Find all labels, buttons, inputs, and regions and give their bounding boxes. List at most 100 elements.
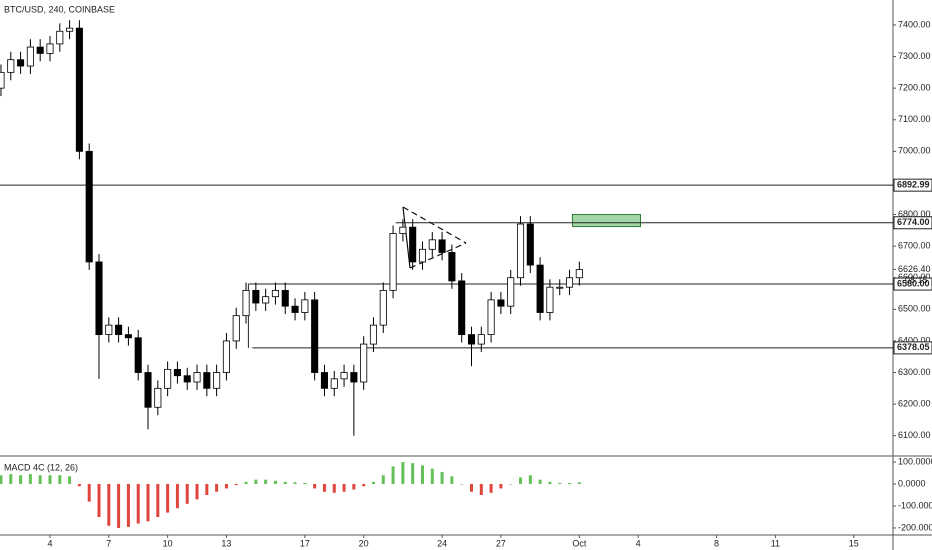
candle-body (467, 334, 476, 345)
y-tick-label: 6200.00 (898, 399, 931, 409)
x-tick-label: 11 (771, 538, 780, 548)
candle-body (183, 375, 191, 383)
macd-bar (430, 468, 434, 485)
macd-bar (185, 484, 189, 504)
macd-bar (19, 475, 23, 485)
level-label-box (893, 277, 932, 291)
macd-bar (381, 475, 385, 485)
candle-body (105, 324, 113, 336)
macd-bar (136, 484, 140, 524)
y-tick-label: 6700.00 (898, 241, 931, 251)
macd-bar (48, 475, 52, 485)
level-label: 6774.00 (897, 217, 930, 227)
countdown-label: 08:15 (905, 275, 928, 285)
y-tick-label: 7200.00 (898, 83, 931, 93)
x-tick-label: 10 (163, 538, 173, 548)
x-tick-label: 4 (636, 538, 641, 548)
candle-body (203, 372, 211, 389)
level-label: 6580.00 (897, 278, 930, 288)
macd-bar (401, 462, 405, 485)
macd-bar (489, 484, 493, 493)
y-tick-label: -200.0000 (898, 522, 932, 532)
x-tick-label: 13 (221, 538, 231, 548)
candle-body (379, 289, 387, 326)
candle-body (242, 289, 250, 317)
candle-body (7, 59, 15, 73)
macd-bar (313, 484, 317, 489)
level-label-box (893, 341, 932, 355)
macd-bar (195, 484, 199, 500)
macd-bar (293, 482, 297, 485)
macd-bar (117, 484, 121, 528)
candle-body (399, 226, 407, 234)
candle-body (565, 277, 574, 288)
macd-bar (234, 484, 238, 486)
y-tick-label: 6600.00 (898, 272, 931, 282)
macd-bar (519, 477, 523, 485)
candle-body (85, 150, 93, 263)
candle-body (448, 252, 456, 282)
candle-body (428, 239, 436, 250)
y-tick-label: 6100.00 (898, 430, 931, 440)
macd-bar (391, 466, 395, 485)
candle-body (477, 334, 485, 345)
candle-body (144, 372, 152, 408)
candle-body (360, 343, 368, 383)
macd-bar (0, 475, 3, 485)
macd-bar (97, 484, 101, 517)
macd-bar (440, 471, 444, 485)
y-tick-label: 6800.00 (898, 209, 931, 219)
candle-body (320, 372, 328, 389)
x-tick-label: Oct (572, 538, 587, 548)
candle-body (556, 286, 564, 289)
macd-bar (450, 476, 454, 485)
macd-bar (362, 484, 366, 487)
candle-body (487, 299, 495, 336)
candle-body (232, 315, 240, 342)
candle-body (418, 248, 427, 263)
candle-body (95, 261, 103, 336)
candle-body (115, 324, 123, 336)
macd-bar (28, 474, 32, 485)
macd-bar (126, 484, 130, 527)
macd-bar (264, 479, 268, 485)
candle-body (516, 223, 525, 279)
macd-bar (322, 484, 326, 492)
candle-body (36, 46, 44, 54)
candle-body (0, 71, 5, 89)
macd-bar (77, 484, 81, 487)
macd-title: MACD 4C (12, 26) (4, 462, 78, 472)
candle-body (311, 299, 319, 373)
macd-bar (420, 465, 424, 485)
level-label-box (893, 178, 932, 192)
macd-bar (156, 484, 160, 517)
candle-body (271, 289, 279, 298)
candle-body (262, 296, 270, 304)
x-tick-label: 24 (437, 538, 447, 548)
candle-body (438, 239, 446, 253)
macd-bar (548, 481, 552, 485)
macd-bar (107, 484, 111, 526)
y-tick-label: 100.0000 (898, 456, 932, 466)
macd-bar (254, 479, 258, 485)
candle-body (301, 299, 309, 313)
candle-body (252, 289, 260, 304)
macd-bar (87, 484, 91, 502)
macd-bar (283, 481, 287, 485)
macd-bar (568, 482, 572, 485)
candle-body (66, 27, 74, 32)
candle-body (458, 280, 466, 336)
candle-body (134, 337, 142, 373)
candle-body (75, 27, 83, 152)
candle-body (164, 368, 172, 389)
candle-body (46, 43, 54, 54)
macd-bar (68, 476, 72, 485)
macd-bar (509, 484, 513, 485)
macd-bar (528, 475, 532, 485)
y-tick-label: 0.0000 (898, 478, 926, 488)
candle-body (409, 226, 417, 263)
macd-bar (38, 475, 42, 485)
y-tick-label: -100.0000 (898, 500, 932, 510)
candle-body (213, 372, 221, 389)
candle-body (350, 372, 358, 383)
